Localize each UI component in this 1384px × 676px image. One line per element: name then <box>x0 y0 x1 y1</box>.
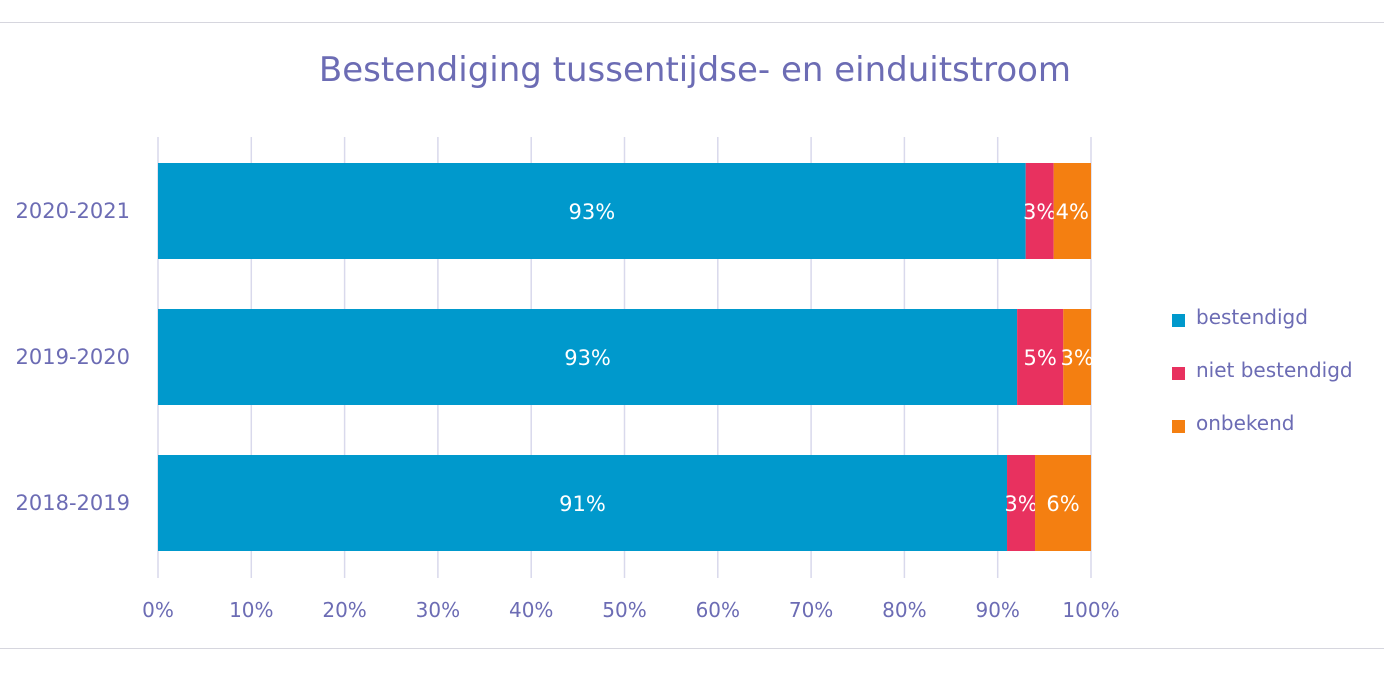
frame-top-line <box>0 22 1384 23</box>
data-label-bestendigd: 91% <box>559 492 606 516</box>
data-label-bestendigd: 93% <box>564 346 611 370</box>
bar-bestendigd-2018-2019 <box>158 455 1008 551</box>
data-label-onbekend: 4% <box>1056 200 1089 224</box>
x-tick-label: 100% <box>1062 598 1119 622</box>
legend-label-niet-bestendigd: niet bestendigd <box>1196 358 1353 382</box>
x-tick-label: 60% <box>696 598 740 622</box>
x-tick-label: 80% <box>882 598 926 622</box>
bar-onbekend-2019-2020 <box>1063 309 1091 405</box>
legend-label-bestendigd: bestendigd <box>1196 305 1308 329</box>
legend-swatch-bestendigd <box>1172 314 1185 327</box>
frame-bottom-line <box>0 648 1384 649</box>
x-tick-label: 90% <box>975 598 1019 622</box>
bar-onbekend-2018-2019 <box>1035 455 1091 551</box>
bar-niet-bestendigd-2018-2019 <box>1007 455 1036 551</box>
y-category-label: 2018-2019 <box>16 491 130 515</box>
bar-onbekend-2020-2021 <box>1053 163 1091 259</box>
data-label-onbekend: 6% <box>1046 492 1079 516</box>
x-tick-label: 50% <box>602 598 646 622</box>
data-label-niet-bestendigd: 5% <box>1024 346 1057 370</box>
x-tick-label: 20% <box>322 598 366 622</box>
x-tick-label: 70% <box>789 598 833 622</box>
data-label-niet-bestendigd: 3% <box>1023 200 1056 224</box>
x-tick-label: 40% <box>509 598 553 622</box>
y-category-label: 2019-2020 <box>16 345 130 369</box>
bar-niet-bestendigd-2019-2020 <box>1017 309 1064 405</box>
bar-bestendigd-2020-2021 <box>158 163 1026 259</box>
x-tick-label: 0% <box>142 598 174 622</box>
x-tick-label: 10% <box>229 598 273 622</box>
y-category-label: 2020-2021 <box>16 199 130 223</box>
data-label-niet-bestendigd: 3% <box>1004 492 1037 516</box>
x-tick-label: 30% <box>416 598 460 622</box>
chart-title: Bestendiging tussentijdse- en einduitstr… <box>318 50 1072 90</box>
data-label-onbekend: 3% <box>1060 346 1093 370</box>
legend-swatch-niet-bestendigd <box>1172 367 1185 380</box>
legend-label-onbekend: onbekend <box>1196 411 1295 435</box>
bar-niet-bestendigd-2020-2021 <box>1025 163 1054 259</box>
legend-swatch-onbekend <box>1172 420 1185 433</box>
bar-bestendigd-2019-2020 <box>158 309 1018 405</box>
data-label-bestendigd: 93% <box>569 200 616 224</box>
